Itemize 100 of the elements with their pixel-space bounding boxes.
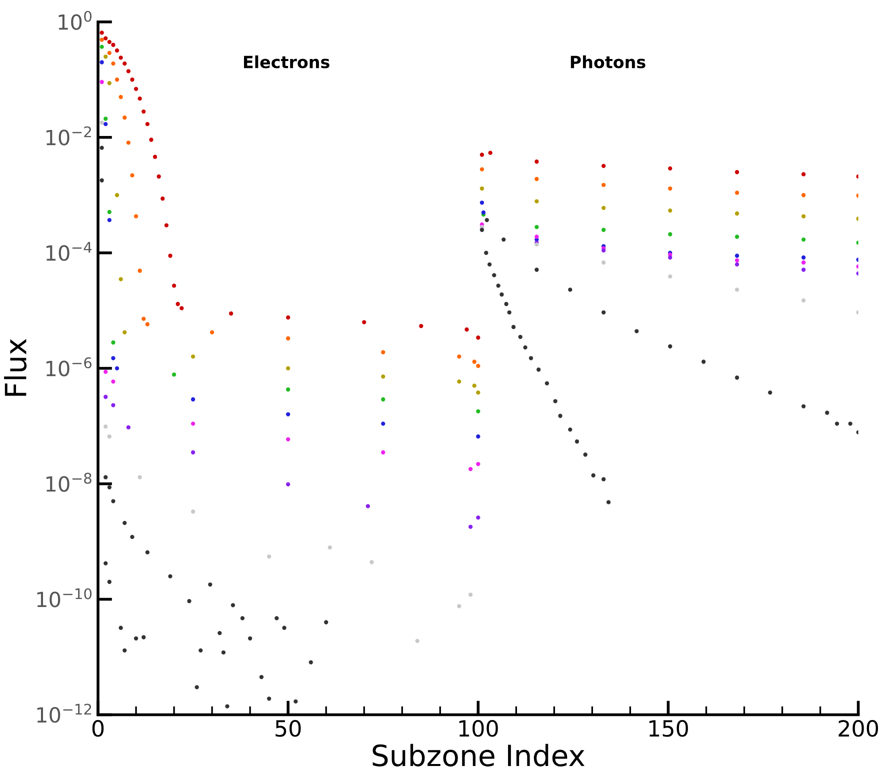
point [472,384,476,388]
point [172,372,176,377]
point [602,206,606,210]
point [111,42,116,47]
point [176,302,180,306]
point [152,154,158,159]
point [419,324,424,328]
point [114,48,120,53]
point [464,327,469,332]
point [118,56,123,60]
point [107,81,112,86]
point [286,366,290,370]
point [366,504,370,508]
point [100,120,104,125]
point [534,234,539,239]
point [122,61,127,66]
point [801,172,806,176]
y-tick-label: 10$^{−8}$ [46,472,92,492]
point [180,306,184,310]
point [104,36,108,40]
point [190,354,196,359]
point [114,366,120,370]
point [476,434,480,439]
point [138,96,142,101]
point [118,94,123,100]
point [534,160,539,164]
point [734,211,740,216]
point [381,374,386,379]
point [734,234,740,239]
point [480,167,484,172]
point [145,322,150,326]
point [111,61,116,66]
point [104,394,108,399]
point [602,182,606,188]
point [126,140,131,145]
point [190,450,196,454]
point [149,138,154,142]
point [801,268,806,272]
x-tick-label: 200 [838,720,878,737]
point [107,218,112,222]
point [190,510,196,514]
point [457,379,462,384]
point [476,364,480,368]
point [468,592,473,597]
point [156,174,161,179]
point [160,196,165,201]
point [602,260,606,265]
point [104,424,108,429]
y-tick-label: 10$^{−4}$ [46,242,92,261]
point [142,109,146,114]
point [602,164,606,168]
point [164,223,169,228]
x-tick-label: 150 [649,720,688,737]
point [100,38,104,42]
point [668,208,672,213]
y-axis-title: Flux [4,338,27,396]
point [534,224,539,230]
point [107,50,112,56]
point [381,450,386,454]
point [145,122,150,126]
point [100,60,104,64]
point [668,255,672,260]
point [602,248,606,253]
point [104,370,108,374]
point [286,482,290,486]
point [415,638,420,643]
x-tick-label: 50 [276,720,301,737]
point [111,379,116,384]
point [381,422,386,426]
y-tick-label: 10$^{−10}$ [37,588,92,608]
point [534,176,539,182]
point [481,210,486,215]
point [476,462,480,466]
point [801,298,806,302]
point [370,560,374,564]
point [130,173,134,178]
x-axis-title: Subzone Index [372,744,585,766]
point [801,193,806,198]
point [100,44,104,49]
point [476,336,480,340]
y-tick-label: 10$^{0}$ [58,10,92,30]
point [472,360,476,364]
point [381,350,386,354]
point [480,200,484,205]
point [104,54,108,59]
point [734,258,740,262]
point [286,412,290,416]
point [801,260,806,265]
y-tick-label: 10$^{−2}$ [46,126,91,146]
point [100,80,104,84]
point [104,122,108,126]
point [480,152,484,157]
point [734,190,740,195]
y-tick-label: 10$^{−6}$ [46,357,92,376]
point [142,316,146,321]
point [801,237,806,242]
point [138,268,142,273]
point [266,554,272,559]
x-tick-label: 100 [459,720,498,737]
point [138,475,142,480]
